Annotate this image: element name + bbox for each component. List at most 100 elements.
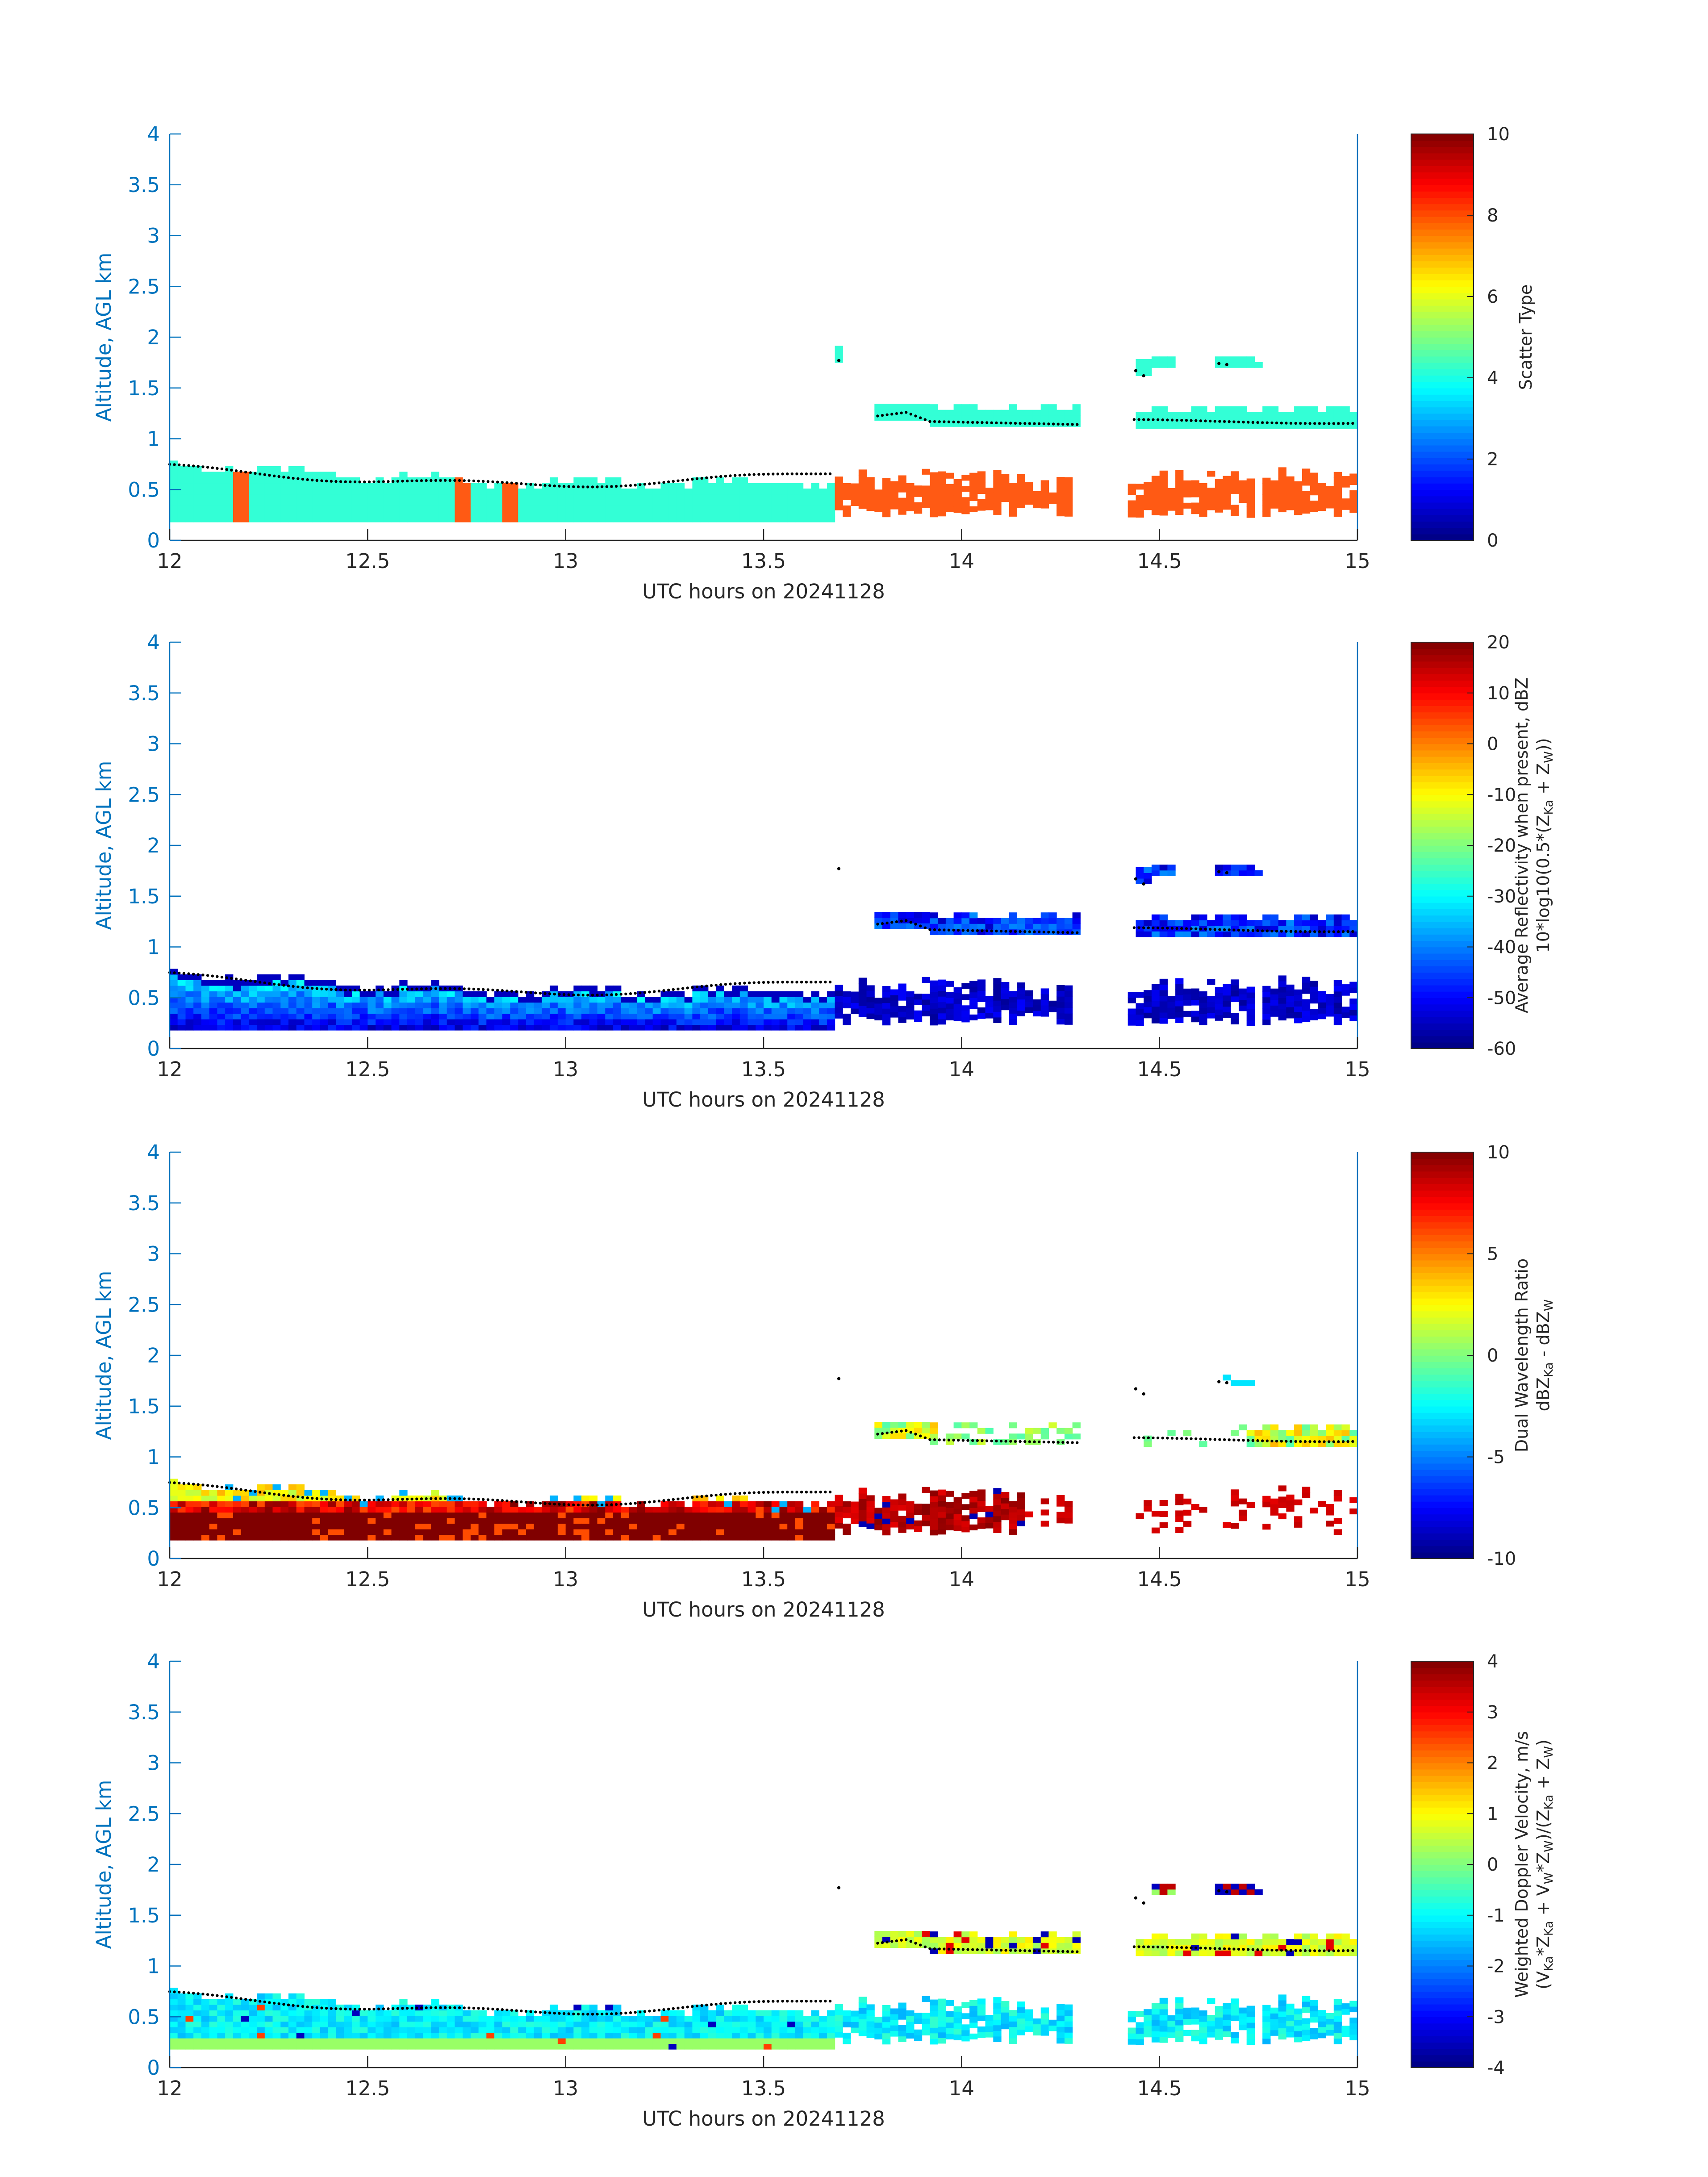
heatmap-cell bbox=[692, 1529, 701, 1535]
heatmap-cell bbox=[748, 1512, 756, 1518]
cloud-base-dot bbox=[396, 480, 399, 483]
cloud-base-dot bbox=[410, 987, 413, 990]
heatmap-cell bbox=[613, 2043, 622, 2050]
heatmap-cell bbox=[676, 1013, 685, 1020]
heatmap-cell bbox=[660, 1019, 669, 1025]
cloud-base-dot bbox=[1057, 422, 1060, 426]
heatmap-cell bbox=[470, 1518, 479, 1524]
colorbar-swatch bbox=[1411, 337, 1474, 344]
heatmap-cell bbox=[312, 1523, 321, 1529]
heatmap-cell bbox=[336, 500, 344, 506]
cloud-base-dot bbox=[828, 472, 832, 476]
heatmap-cell bbox=[376, 2032, 384, 2039]
colorbar-swatch bbox=[1411, 248, 1474, 255]
cloud-base-dot bbox=[201, 1483, 205, 1487]
cloud-base-dot bbox=[681, 479, 685, 482]
heatmap-cell bbox=[835, 1007, 843, 1013]
heatmap-cell bbox=[708, 483, 717, 489]
heatmap-cell bbox=[898, 1504, 906, 1511]
heatmap-cell bbox=[494, 2010, 503, 2016]
heatmap-cell bbox=[1246, 1441, 1255, 1447]
heatmap-cell bbox=[359, 2043, 368, 2050]
heatmap-cell bbox=[170, 1993, 178, 1999]
heatmap-cell bbox=[288, 2004, 297, 2010]
heatmap-cell bbox=[486, 1019, 495, 1025]
heatmap-cell bbox=[1239, 865, 1247, 871]
x-tick-label: 13.5 bbox=[741, 549, 786, 573]
heatmap-cell bbox=[336, 511, 344, 517]
heatmap-cell bbox=[502, 1024, 511, 1031]
heatmap-cell bbox=[1286, 1430, 1295, 1436]
cloud-base-dot bbox=[344, 1498, 347, 1501]
heatmap-cell bbox=[1294, 481, 1303, 487]
heatmap-cell bbox=[185, 466, 194, 472]
heatmap-cell bbox=[756, 1512, 764, 1518]
heatmap-cell bbox=[534, 516, 542, 522]
heatmap-cell bbox=[961, 1521, 970, 1527]
heatmap-cell bbox=[257, 1024, 265, 1031]
heatmap-cell bbox=[739, 985, 748, 991]
heatmap-cell bbox=[185, 1529, 194, 1535]
heatmap-cell bbox=[874, 1003, 883, 1009]
heatmap-cell bbox=[866, 1523, 875, 1529]
heatmap-cell bbox=[668, 1013, 677, 1020]
heatmap-cell bbox=[724, 500, 732, 506]
heatmap-cell bbox=[257, 505, 265, 511]
heatmap-cell bbox=[1239, 920, 1247, 926]
heatmap-cell bbox=[1001, 1514, 1010, 1521]
heatmap-cell bbox=[1278, 489, 1286, 496]
cloud-base-dot bbox=[330, 480, 333, 483]
heatmap-cell bbox=[581, 2021, 590, 2027]
heatmap-cell bbox=[930, 472, 938, 478]
cloud-base-dot bbox=[895, 412, 898, 415]
cloud-base-dot bbox=[520, 990, 523, 994]
heatmap-cell bbox=[486, 2021, 495, 2027]
heatmap-cell bbox=[455, 2016, 463, 2022]
heatmap-cell bbox=[241, 500, 249, 506]
heatmap-cell bbox=[534, 2016, 542, 2022]
heatmap-cell bbox=[510, 505, 518, 511]
heatmap-cell bbox=[399, 2016, 408, 2022]
heatmap-cell bbox=[1262, 1014, 1271, 1020]
colorbar-swatch bbox=[1411, 489, 1474, 497]
heatmap-cell bbox=[858, 989, 867, 995]
heatmap-cell bbox=[1349, 982, 1358, 988]
heatmap-cell bbox=[470, 1501, 479, 1507]
heatmap-cell bbox=[597, 997, 606, 1003]
heatmap-cell bbox=[866, 1500, 875, 1507]
heatmap-cell bbox=[193, 2038, 202, 2044]
colorbar-swatch bbox=[1411, 1520, 1474, 1527]
heatmap-cell bbox=[1191, 406, 1199, 412]
cloud-base-dot bbox=[1137, 418, 1140, 421]
heatmap-cell bbox=[938, 493, 946, 500]
heatmap-cell bbox=[811, 1013, 819, 1020]
heatmap-cell bbox=[827, 1013, 835, 1020]
heatmap-cell bbox=[320, 2010, 329, 2016]
heatmap-cell bbox=[518, 500, 526, 506]
x-axis-label: UTC hours on 20241128 bbox=[642, 1088, 885, 1111]
heatmap-cell bbox=[573, 2043, 582, 2050]
cloud-base-dot bbox=[1332, 1440, 1335, 1443]
heatmap-cell bbox=[367, 1024, 376, 1031]
heatmap-cell bbox=[1286, 498, 1295, 505]
heatmap-cell bbox=[170, 1534, 178, 1541]
heatmap-cell bbox=[518, 1534, 526, 1541]
heatmap-cell bbox=[447, 2021, 455, 2027]
heatmap-cell bbox=[724, 494, 732, 500]
heatmap-cell bbox=[1278, 925, 1286, 932]
colorbar-tick-label: 4 bbox=[1487, 368, 1498, 389]
heatmap-cell bbox=[1151, 412, 1160, 418]
heatmap-cell bbox=[438, 997, 447, 1003]
heatmap-cell bbox=[961, 912, 970, 919]
heatmap-cell bbox=[906, 912, 915, 918]
heatmap-cell bbox=[930, 980, 938, 986]
heatmap-cell bbox=[922, 485, 930, 492]
colorbar-swatch bbox=[1411, 413, 1474, 420]
heatmap-cell bbox=[565, 511, 574, 517]
heatmap-cell bbox=[851, 489, 859, 495]
heatmap-cell bbox=[1246, 870, 1255, 876]
cloud-base-dot bbox=[1247, 929, 1250, 932]
heatmap-cell bbox=[771, 511, 780, 517]
heatmap-cell bbox=[494, 1534, 503, 1541]
colorbar-swatch bbox=[1411, 693, 1474, 700]
